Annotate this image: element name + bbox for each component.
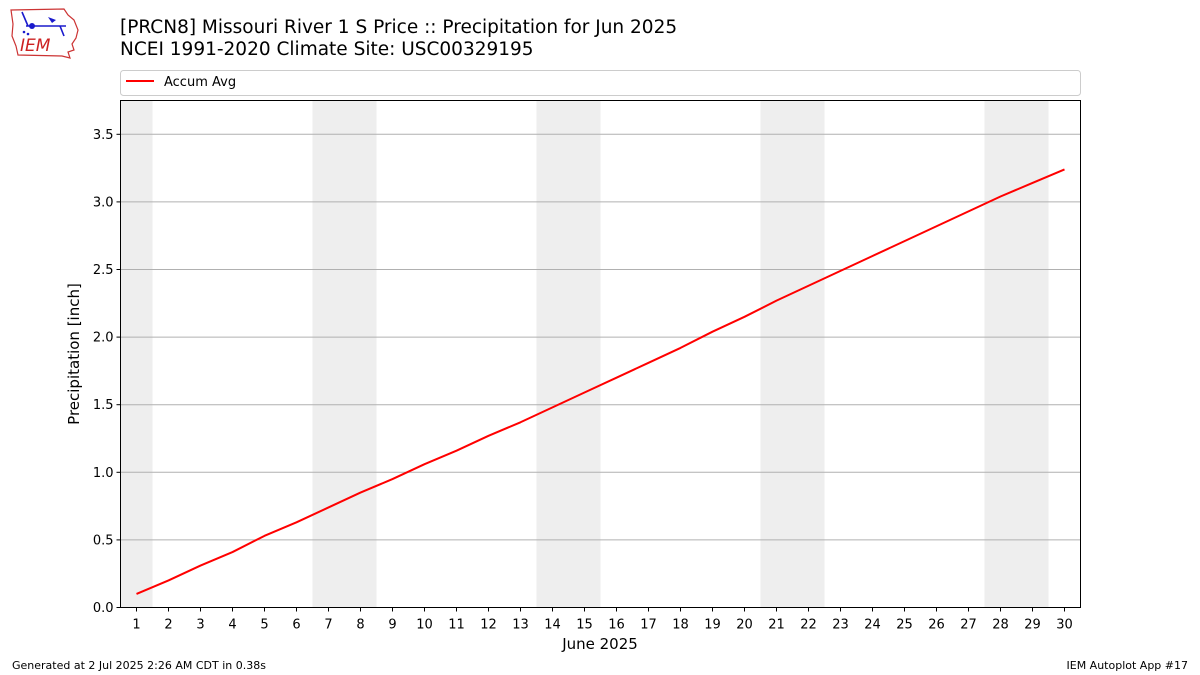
x-tick-label: 29 xyxy=(1024,618,1041,633)
x-tick-label: 20 xyxy=(736,618,753,633)
y-tick-label: 3.0 xyxy=(93,195,114,210)
legend-box xyxy=(120,70,1081,96)
x-tick-label: 11 xyxy=(448,618,465,633)
y-axis-label: Precipitation [inch] xyxy=(65,283,83,425)
weekend-band-8 xyxy=(344,100,377,608)
x-tick-label: 19 xyxy=(704,618,721,633)
x-tick-label: 27 xyxy=(960,618,977,633)
weekend-band-15 xyxy=(568,100,601,608)
x-tick-label: 10 xyxy=(416,618,433,633)
footer-generated: Generated at 2 Jul 2025 2:26 AM CDT in 0… xyxy=(12,659,266,672)
legend-label: Accum Avg xyxy=(164,75,236,90)
x-tick-label: 7 xyxy=(324,618,332,633)
y-tick-label: 0.5 xyxy=(93,533,114,548)
x-tick-label: 24 xyxy=(864,618,881,633)
weekend-band-14 xyxy=(536,100,569,608)
weekend-band-29 xyxy=(1016,100,1049,608)
weekend-bands xyxy=(120,100,1049,608)
y-tick-label: 2.0 xyxy=(93,331,114,346)
legend: Accum Avg xyxy=(120,70,1081,96)
x-tick-label: 3 xyxy=(196,618,204,633)
weekend-band-7 xyxy=(312,100,345,608)
y-axis: 0.0 0.5 1.0 1.5 2.0 2.5 3.0 3.5 xyxy=(93,128,121,616)
x-tick-label: 21 xyxy=(768,618,785,633)
x-tick-label: 22 xyxy=(800,618,817,633)
weekend-band-1 xyxy=(120,100,153,608)
plot-frame xyxy=(120,100,1081,608)
x-tick-label: 4 xyxy=(228,618,236,633)
x-tick-label: 13 xyxy=(512,618,529,633)
x-tick-label: 18 xyxy=(672,618,689,633)
x-tick-label: 30 xyxy=(1056,618,1073,633)
x-tick-label: 23 xyxy=(832,618,849,633)
x-tick-label: 25 xyxy=(896,618,913,633)
x-tick-label: 6 xyxy=(292,618,300,633)
x-tick-label: 9 xyxy=(388,618,396,633)
weekend-band-22 xyxy=(792,100,825,608)
x-tick-label: 26 xyxy=(928,618,945,633)
x-tick-label: 15 xyxy=(576,618,593,633)
x-tick-label: 2 xyxy=(164,618,172,633)
x-tick-label: 5 xyxy=(260,618,268,633)
series-lines xyxy=(136,168,1065,595)
y-tick-label: 1.5 xyxy=(93,398,114,413)
iem-logo: IEM xyxy=(10,8,79,59)
chart-title: [PRCN8] Missouri River 1 S Price :: Prec… xyxy=(120,17,678,38)
y-tick-label: 3.5 xyxy=(93,128,114,143)
y-tick-label: 1.0 xyxy=(93,466,114,481)
weekend-band-21 xyxy=(760,100,793,608)
y-tick-label: 2.5 xyxy=(93,263,114,278)
y-tick-label: 0.0 xyxy=(93,601,114,616)
x-axis: 1 2 3 4 5 6 7 8 9 10 11 12 13 14 15 16 17 18 19 20 21 22 23 24 2… xyxy=(132,607,1073,633)
x-tick-label: 28 xyxy=(992,618,1009,633)
x-axis-label: June 2025 xyxy=(561,635,638,653)
x-tick-label: 14 xyxy=(544,618,561,633)
series-line-accum-avg xyxy=(136,168,1065,595)
chart-subtitle: NCEI 1991-2020 Climate Site: USC00329195 xyxy=(120,39,534,60)
x-tick-label: 12 xyxy=(480,618,497,633)
logo-text: IEM xyxy=(20,36,51,56)
x-tick-label: 1 xyxy=(132,618,140,633)
x-tick-label: 16 xyxy=(608,618,625,633)
x-tick-label: 8 xyxy=(356,618,364,633)
x-tick-label: 17 xyxy=(640,618,657,633)
weekend-band-28 xyxy=(984,100,1017,608)
footer-app: IEM Autoplot App #17 xyxy=(1066,659,1189,672)
